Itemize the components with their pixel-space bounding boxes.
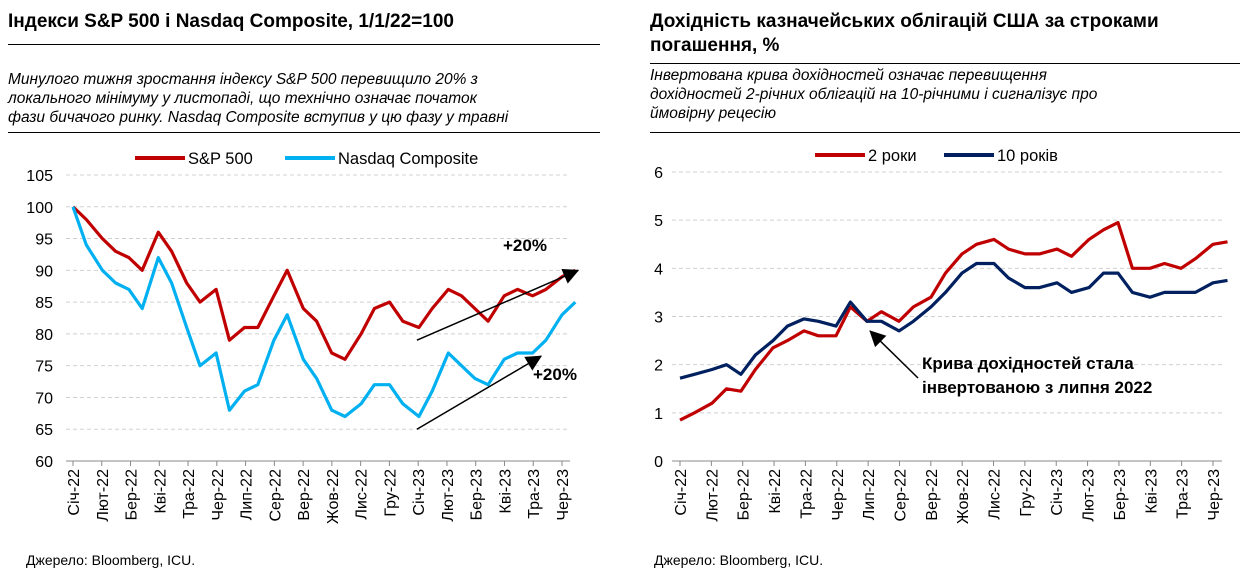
- y-tick-label: 2: [654, 358, 663, 375]
- subtitle-line: Минулого тижня зростання індексу S&P 500…: [8, 71, 478, 88]
- left-title-divider: [8, 44, 600, 45]
- x-tick-label: Тра-22: [181, 469, 198, 519]
- x-tick-label: Кві-23: [1143, 469, 1160, 514]
- left-source: Джерело: Bloomberg, ICU.: [26, 552, 196, 568]
- x-tick-label: Кві-23: [497, 469, 514, 514]
- subtitle-line: дохідностей 2-річних облігацій на 10-річ…: [650, 86, 1098, 103]
- right-title-divider: [650, 63, 1240, 64]
- series-line-1: [71, 205, 576, 361]
- nasdaq-arrow: [416, 355, 543, 430]
- x-tick-label: Вер-22: [924, 469, 941, 521]
- x-tick-label: Лют-22: [704, 469, 721, 522]
- x-tick-label: Лют-22: [95, 469, 112, 522]
- subtitle-line: ймовірну рецесію: [650, 105, 777, 122]
- x-tick-label: Гру-22: [382, 469, 399, 517]
- x-tick-label: Кві-22: [152, 469, 169, 514]
- x-tick-label: Бер-23: [469, 469, 486, 521]
- right-chart-title: Дохідність казначейських облігацій США з…: [650, 10, 1159, 58]
- subtitle-line: фази бичачого ринку. Nasdaq Composite вс…: [8, 109, 509, 126]
- y-tick-label: 95: [35, 232, 53, 249]
- y-tick-label: 3: [654, 310, 663, 327]
- x-tick-label: Лют-23: [1081, 469, 1098, 522]
- x-tick-label: Лис-22: [354, 469, 371, 520]
- x-tick-label: Тра-22: [798, 469, 815, 519]
- x-tick-label: Чер-22: [210, 469, 227, 521]
- series-line-2: [679, 261, 1228, 380]
- x-tick-label: Тра-23: [526, 469, 543, 519]
- y-tick-label: 6: [654, 165, 663, 182]
- inversion-arrow: [869, 330, 919, 379]
- sp500-gain-annotation: +20%: [503, 236, 547, 255]
- x-tick-label: Січ-22: [66, 469, 83, 516]
- x-tick-label: Бер-23: [1112, 469, 1129, 521]
- inversion-annotation: Крива дохідностей стала: [922, 354, 1134, 373]
- y-tick-label: 5: [654, 213, 663, 230]
- y-tick-label: 4: [654, 261, 663, 278]
- x-tick-label: Жов-22: [325, 469, 342, 524]
- x-tick-label: Лис-22: [987, 469, 1004, 520]
- y-tick-label: 105: [26, 168, 53, 185]
- x-tick-label: Чер-23: [1206, 469, 1223, 521]
- left-chart-subtitle: Минулого тижня зростання індексу S&P 500…: [8, 70, 508, 127]
- x-tick-label: Кві-22: [767, 469, 784, 514]
- x-tick-label: Лют-23: [440, 469, 457, 522]
- y-tick-label: 1: [654, 406, 663, 423]
- x-tick-label: Сер-22: [892, 469, 909, 522]
- x-tick-label: Вер-22: [296, 469, 313, 521]
- sp500-arrow: [416, 268, 580, 341]
- subtitle-line: локального мінімуму у листопаді, що техн…: [8, 90, 477, 107]
- x-tick-label: Бер-22: [124, 469, 141, 521]
- x-tick-label: Чер-23: [555, 469, 572, 521]
- right-source: Джерело: Bloomberg, ICU.: [654, 552, 824, 568]
- series-line-2: [71, 206, 577, 419]
- legend-label: Nasdaq Composite: [338, 150, 478, 168]
- x-tick-label: Гру-22: [1018, 469, 1035, 517]
- x-tick-label: Жов-22: [955, 469, 972, 524]
- y-tick-label: 0: [654, 454, 663, 471]
- x-tick-label: Січ-23: [1049, 469, 1066, 516]
- left-chart-title: Індекси S&P 500 і Nasdaq Composite, 1/1/…: [8, 11, 454, 32]
- title-line: Дохідність казначейських облігацій США з…: [650, 11, 1159, 32]
- x-tick-label: Лип-22: [861, 469, 878, 520]
- nasdaq-gain-annotation: +20%: [533, 365, 577, 384]
- x-tick-label: Тра-23: [1175, 469, 1192, 519]
- y-tick-label: 65: [35, 422, 53, 439]
- right-chart-subtitle: Інвертована крива дохідностей означає пе…: [650, 66, 1097, 123]
- inversion-annotation: інвертованою з липня 2022: [922, 378, 1152, 397]
- x-tick-label: Бер-22: [736, 469, 753, 521]
- y-tick-label: 75: [35, 359, 53, 376]
- title-line: погашення, %: [650, 35, 780, 56]
- subtitle-line: Інвертована крива дохідностей означає пе…: [650, 67, 1047, 84]
- x-tick-label: Січ-22: [673, 469, 690, 516]
- legend-label: 10 років: [997, 147, 1058, 165]
- legend-label: 2 роки: [868, 147, 917, 165]
- y-tick-label: 90: [35, 263, 53, 280]
- y-tick-label: 100: [26, 200, 53, 217]
- x-tick-label: Лип-22: [239, 469, 256, 520]
- y-tick-label: 60: [35, 454, 53, 471]
- right-subtitle-divider: [650, 132, 1240, 133]
- y-tick-label: 85: [35, 295, 53, 312]
- y-tick-label: 80: [35, 327, 53, 344]
- left-subtitle-divider: [8, 132, 600, 133]
- legend-label: S&P 500: [188, 150, 253, 168]
- x-tick-label: Чер-22: [830, 469, 847, 521]
- x-tick-label: Січ-23: [411, 469, 428, 516]
- x-tick-label: Сер-22: [267, 469, 284, 522]
- series-line-1: [679, 221, 1228, 422]
- y-tick-label: 70: [35, 390, 53, 407]
